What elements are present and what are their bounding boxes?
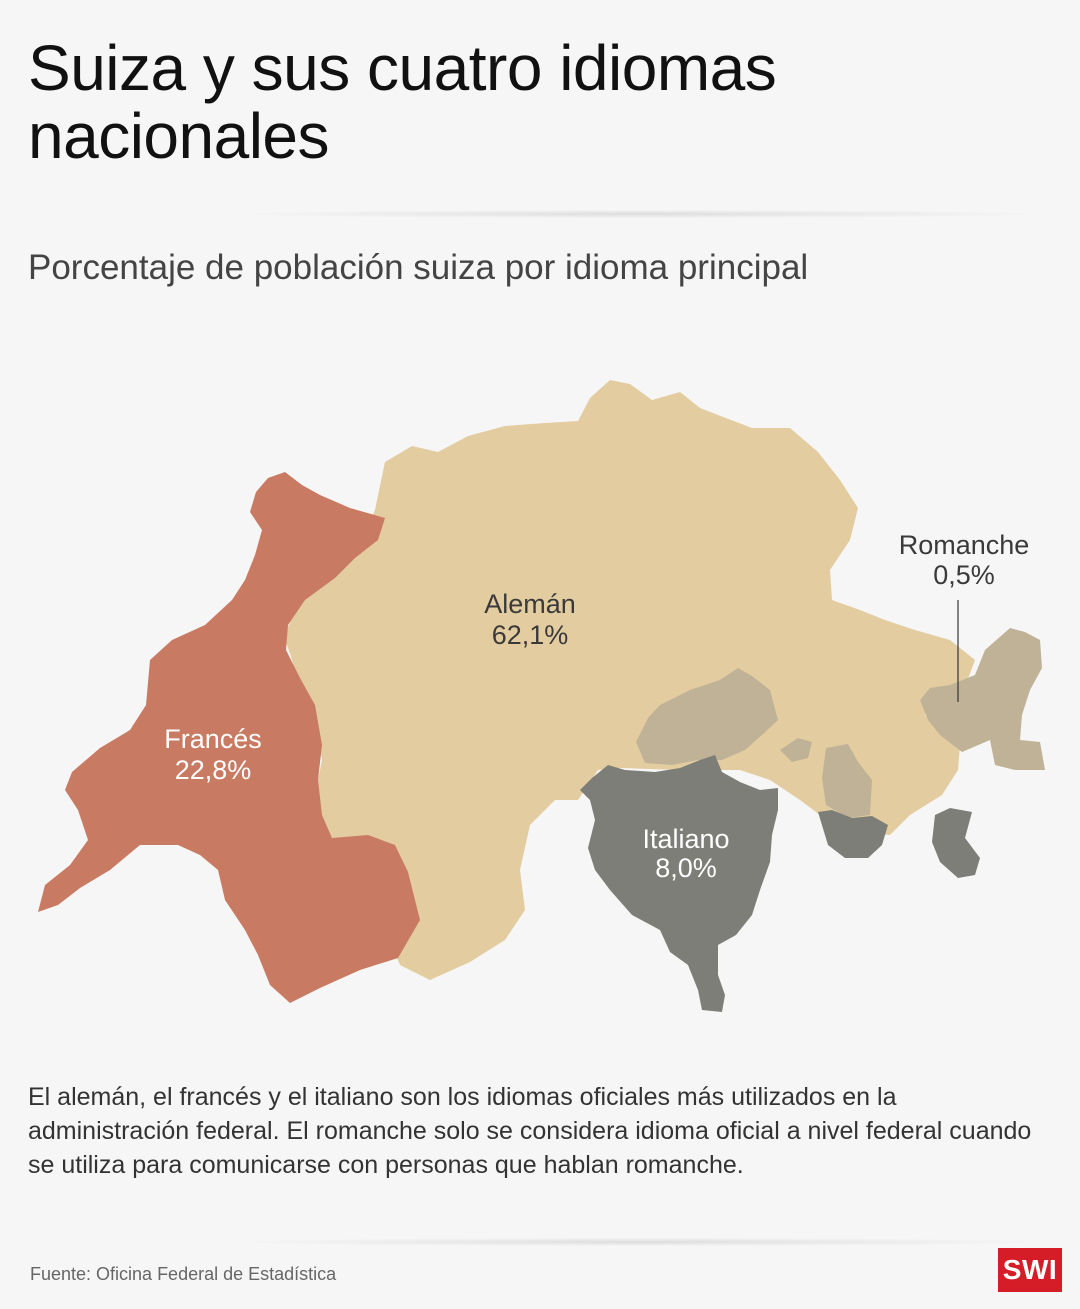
region-romanche-small: [780, 738, 812, 762]
region-aleman: [284, 380, 975, 980]
region-romanche-west: [636, 668, 778, 765]
label-aleman-value: 62,1%: [492, 620, 569, 650]
source-note: Fuente: Oficina Federal de Estadística: [30, 1264, 337, 1284]
label-aleman-name: Alemán: [484, 589, 576, 619]
region-italiano-poschiavo: [932, 808, 980, 878]
page-title: Suiza y sus cuatro idiomas nacionales: [28, 32, 777, 172]
label-romanche-value: 0,5%: [933, 560, 995, 590]
region-frances: [38, 472, 420, 1003]
label-frances-value: 22,8%: [175, 755, 252, 785]
bottom-divider: [250, 1238, 1030, 1246]
swi-logo: SWI: [998, 1248, 1062, 1292]
label-romanche-name: Romanche: [899, 530, 1030, 560]
region-italiano-ticino: [580, 755, 778, 1012]
region-romanche-east: [920, 628, 1045, 770]
top-divider: [250, 210, 1030, 218]
label-italiano-value: 8,0%: [655, 853, 717, 883]
description-text: El alemán, el francés y el italiano son …: [28, 1083, 1032, 1179]
label-italiano-name: Italiano: [642, 824, 729, 854]
region-italiano-misox: [818, 810, 888, 858]
label-frances-name: Francés: [164, 724, 262, 754]
subtitle: Porcentaje de población suiza por idioma…: [28, 248, 809, 287]
switzerland-language-map: Alemán 62,1% Francés 22,8% Italiano 8,0%…: [38, 380, 1045, 1012]
region-romanche-south: [822, 744, 872, 818]
